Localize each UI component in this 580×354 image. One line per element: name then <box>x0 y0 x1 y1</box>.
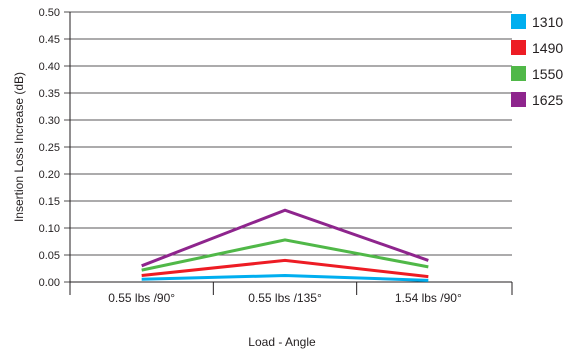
y-tick-label: 0.10 <box>39 223 60 235</box>
y-tick-label: 0.40 <box>39 61 60 73</box>
series-lines <box>141 208 429 282</box>
legend-label-1490: 1490 <box>532 40 563 56</box>
x-tick-label: 0.55 lbs /90° <box>108 291 175 305</box>
legend-swatch-1625 <box>511 92 526 107</box>
y-tick-label: 0.50 <box>39 7 60 19</box>
series-line-1310 <box>141 274 429 282</box>
y-tick-label: 0.05 <box>39 250 60 262</box>
series-line-1550 <box>141 238 429 272</box>
gridlines <box>70 11 512 256</box>
x-tick-label: 1.54 lbs /90° <box>395 291 462 305</box>
legend-swatch-1550 <box>511 66 526 81</box>
y-tick-label: 0.45 <box>39 34 60 46</box>
legend-label-1550: 1550 <box>532 66 563 82</box>
legend-swatch-1490 <box>511 40 526 55</box>
series-line-1625 <box>141 208 429 268</box>
y-tick-label: 0.15 <box>39 196 60 208</box>
y-axis-title: Insertion Loss Increase (dB) <box>12 72 26 222</box>
x-axis-title: Load - Angle <box>248 335 316 349</box>
legend: 1310 1490 1550 1625 <box>511 14 563 108</box>
axes: 0.00 0.05 0.10 0.15 0.20 0.25 0.30 0.35 0.40 0.45… <box>39 7 513 305</box>
y-tick-label: 0.00 <box>39 277 60 289</box>
y-tick-label: 0.35 <box>39 88 60 100</box>
series-line-1490 <box>141 258 429 279</box>
y-tick-label: 0.20 <box>39 169 60 181</box>
legend-label-1310: 1310 <box>532 14 563 30</box>
legend-swatch-1310 <box>511 14 526 29</box>
x-tick-label: 0.55 lbs /135° <box>248 291 322 305</box>
legend-label-1625: 1625 <box>532 92 563 108</box>
y-tick-label: 0.30 <box>39 115 60 127</box>
y-tick-label: 0.25 <box>39 142 60 154</box>
